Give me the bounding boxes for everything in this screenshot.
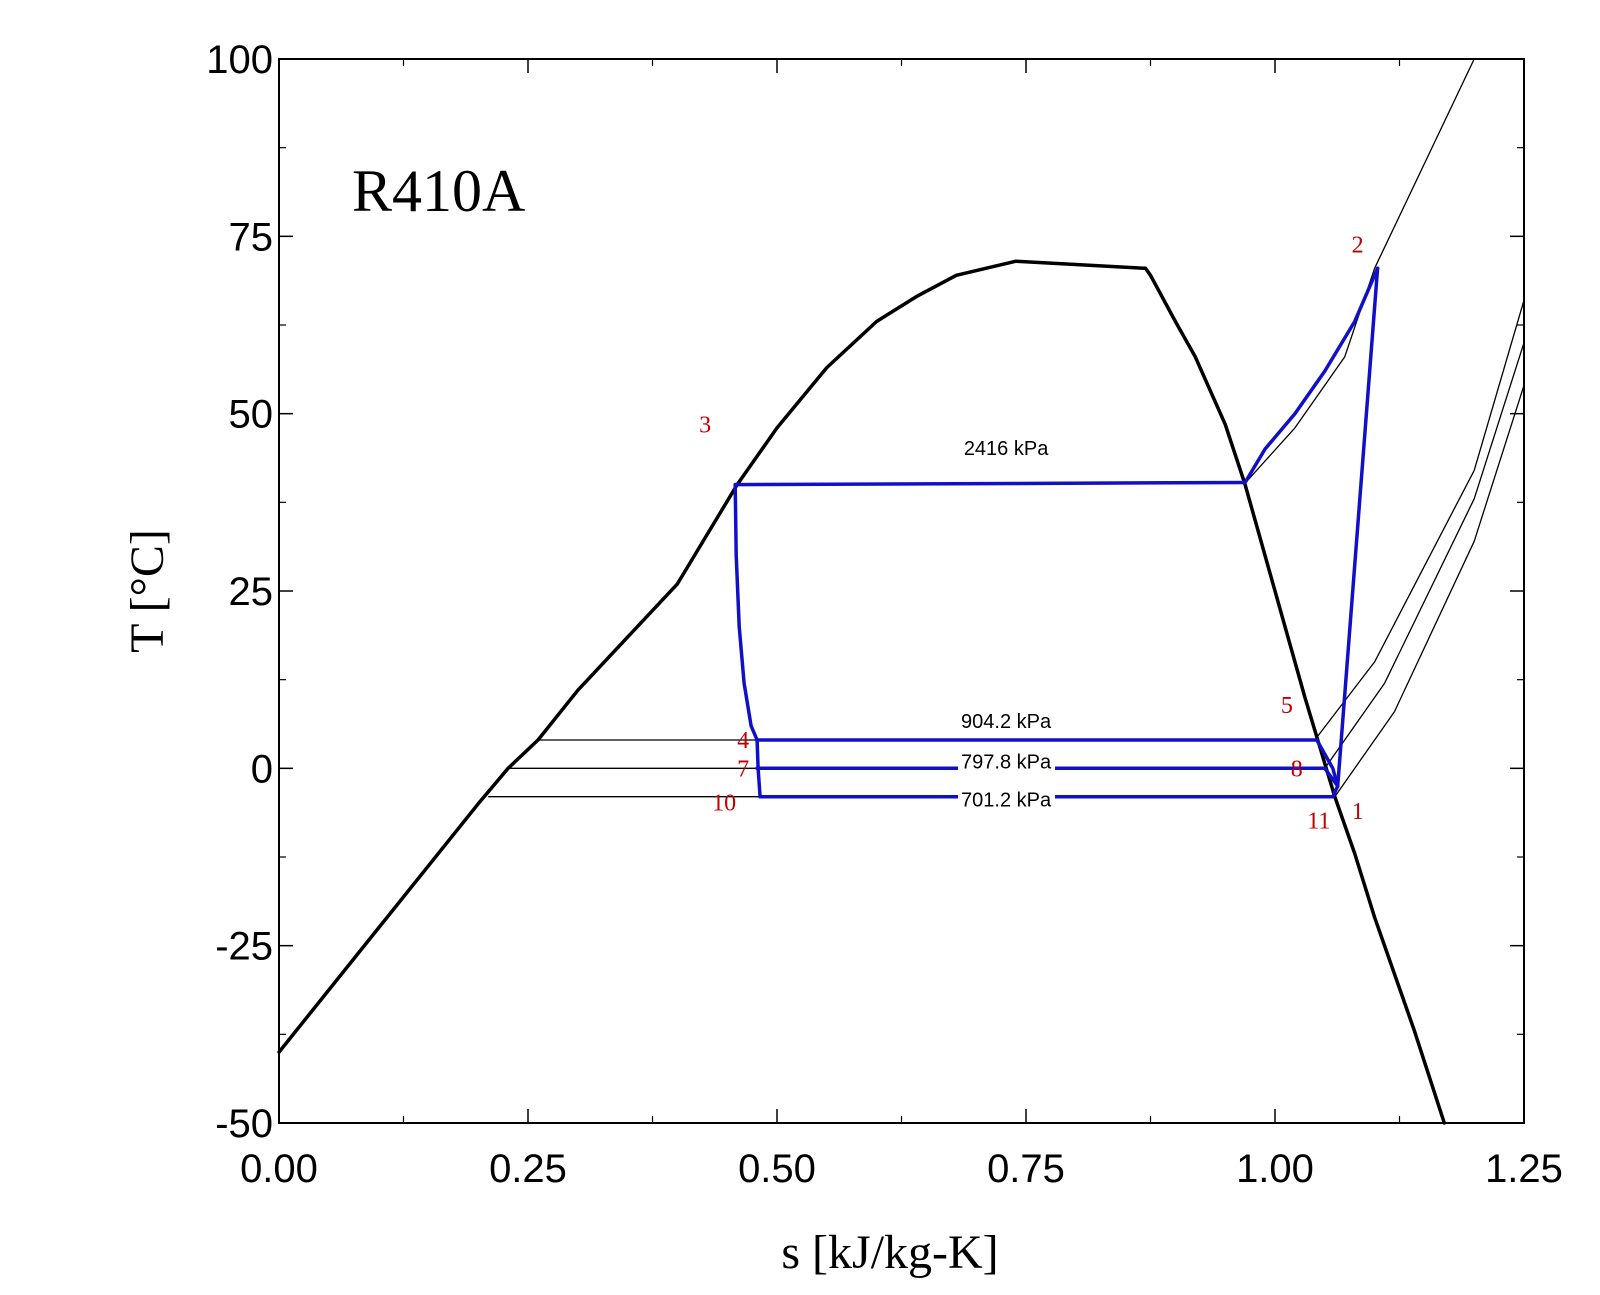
x-tick-label: 1.00 bbox=[1236, 1147, 1314, 1191]
state-label-layer: 1 2 3 4 5 7 8 10 11 bbox=[699, 232, 1364, 834]
isobar-pressure-label: 797.8 kPa bbox=[961, 751, 1052, 773]
cycle-line bbox=[755, 738, 762, 799]
y-tick-label: -50 bbox=[215, 1102, 273, 1146]
x-tick-label: 0.75 bbox=[987, 1147, 1065, 1191]
x-axis-title: s [kJ/kg-K] bbox=[781, 1226, 998, 1279]
state-point-label: 1 bbox=[1352, 799, 1364, 825]
isobar-pressure-label: 701.2 kPa bbox=[961, 790, 1052, 812]
pressure-label-bg bbox=[958, 751, 1055, 774]
y-tick-label: -25 bbox=[215, 925, 273, 969]
y-tick-label: 75 bbox=[229, 215, 274, 259]
state-point-label: 8 bbox=[1291, 756, 1303, 782]
pressure-label-bg bbox=[958, 789, 1055, 812]
isobar-line bbox=[538, 300, 1525, 741]
x-tick-label: 0.25 bbox=[489, 1147, 567, 1191]
x-tick-label: 1.25 bbox=[1485, 1147, 1563, 1191]
cycle-layer bbox=[733, 266, 1380, 799]
fluid-label: R410A bbox=[352, 158, 525, 224]
cycle-line bbox=[733, 480, 1247, 487]
cycle-line bbox=[733, 482, 759, 742]
x-tick-label: 0.50 bbox=[738, 1147, 816, 1191]
x-tick-label: 0.00 bbox=[240, 1147, 318, 1191]
y-axis-title: T [°C] bbox=[121, 529, 174, 653]
state-point-label: 10 bbox=[712, 791, 736, 817]
cycle-line bbox=[1331, 784, 1340, 799]
saturation-dome-line bbox=[277, 259, 1447, 1125]
state-point-label: 2 bbox=[1352, 232, 1364, 258]
state-point-label: 3 bbox=[699, 413, 711, 439]
y-tick-label: 50 bbox=[229, 393, 274, 437]
cycle-line bbox=[1335, 266, 1380, 788]
state-point-label: 4 bbox=[737, 728, 749, 754]
cycle-line bbox=[1243, 266, 1380, 485]
state-point-label: 11 bbox=[1307, 809, 1330, 835]
saturation-dome-layer bbox=[277, 259, 1447, 1125]
state-point-label: 7 bbox=[737, 756, 749, 782]
isobar-layer bbox=[488, 58, 1525, 798]
y-tick-label: 25 bbox=[229, 570, 274, 614]
pressure-label-layer: 2416 kPa 904.2 kPa 797.8 kPa 701.2 kPa bbox=[958, 438, 1055, 812]
state-point-label: 5 bbox=[1281, 693, 1293, 719]
cycle-line bbox=[1323, 766, 1340, 788]
isobar-pressure-label: 904.2 kPa bbox=[961, 711, 1052, 733]
isobar-pressure-label: 2416 kPa bbox=[964, 438, 1049, 460]
isobar-line bbox=[508, 342, 1525, 769]
y-tick-label: 100 bbox=[206, 38, 273, 82]
isobar-line bbox=[737, 58, 1475, 486]
y-tick-label: 0 bbox=[251, 747, 273, 791]
